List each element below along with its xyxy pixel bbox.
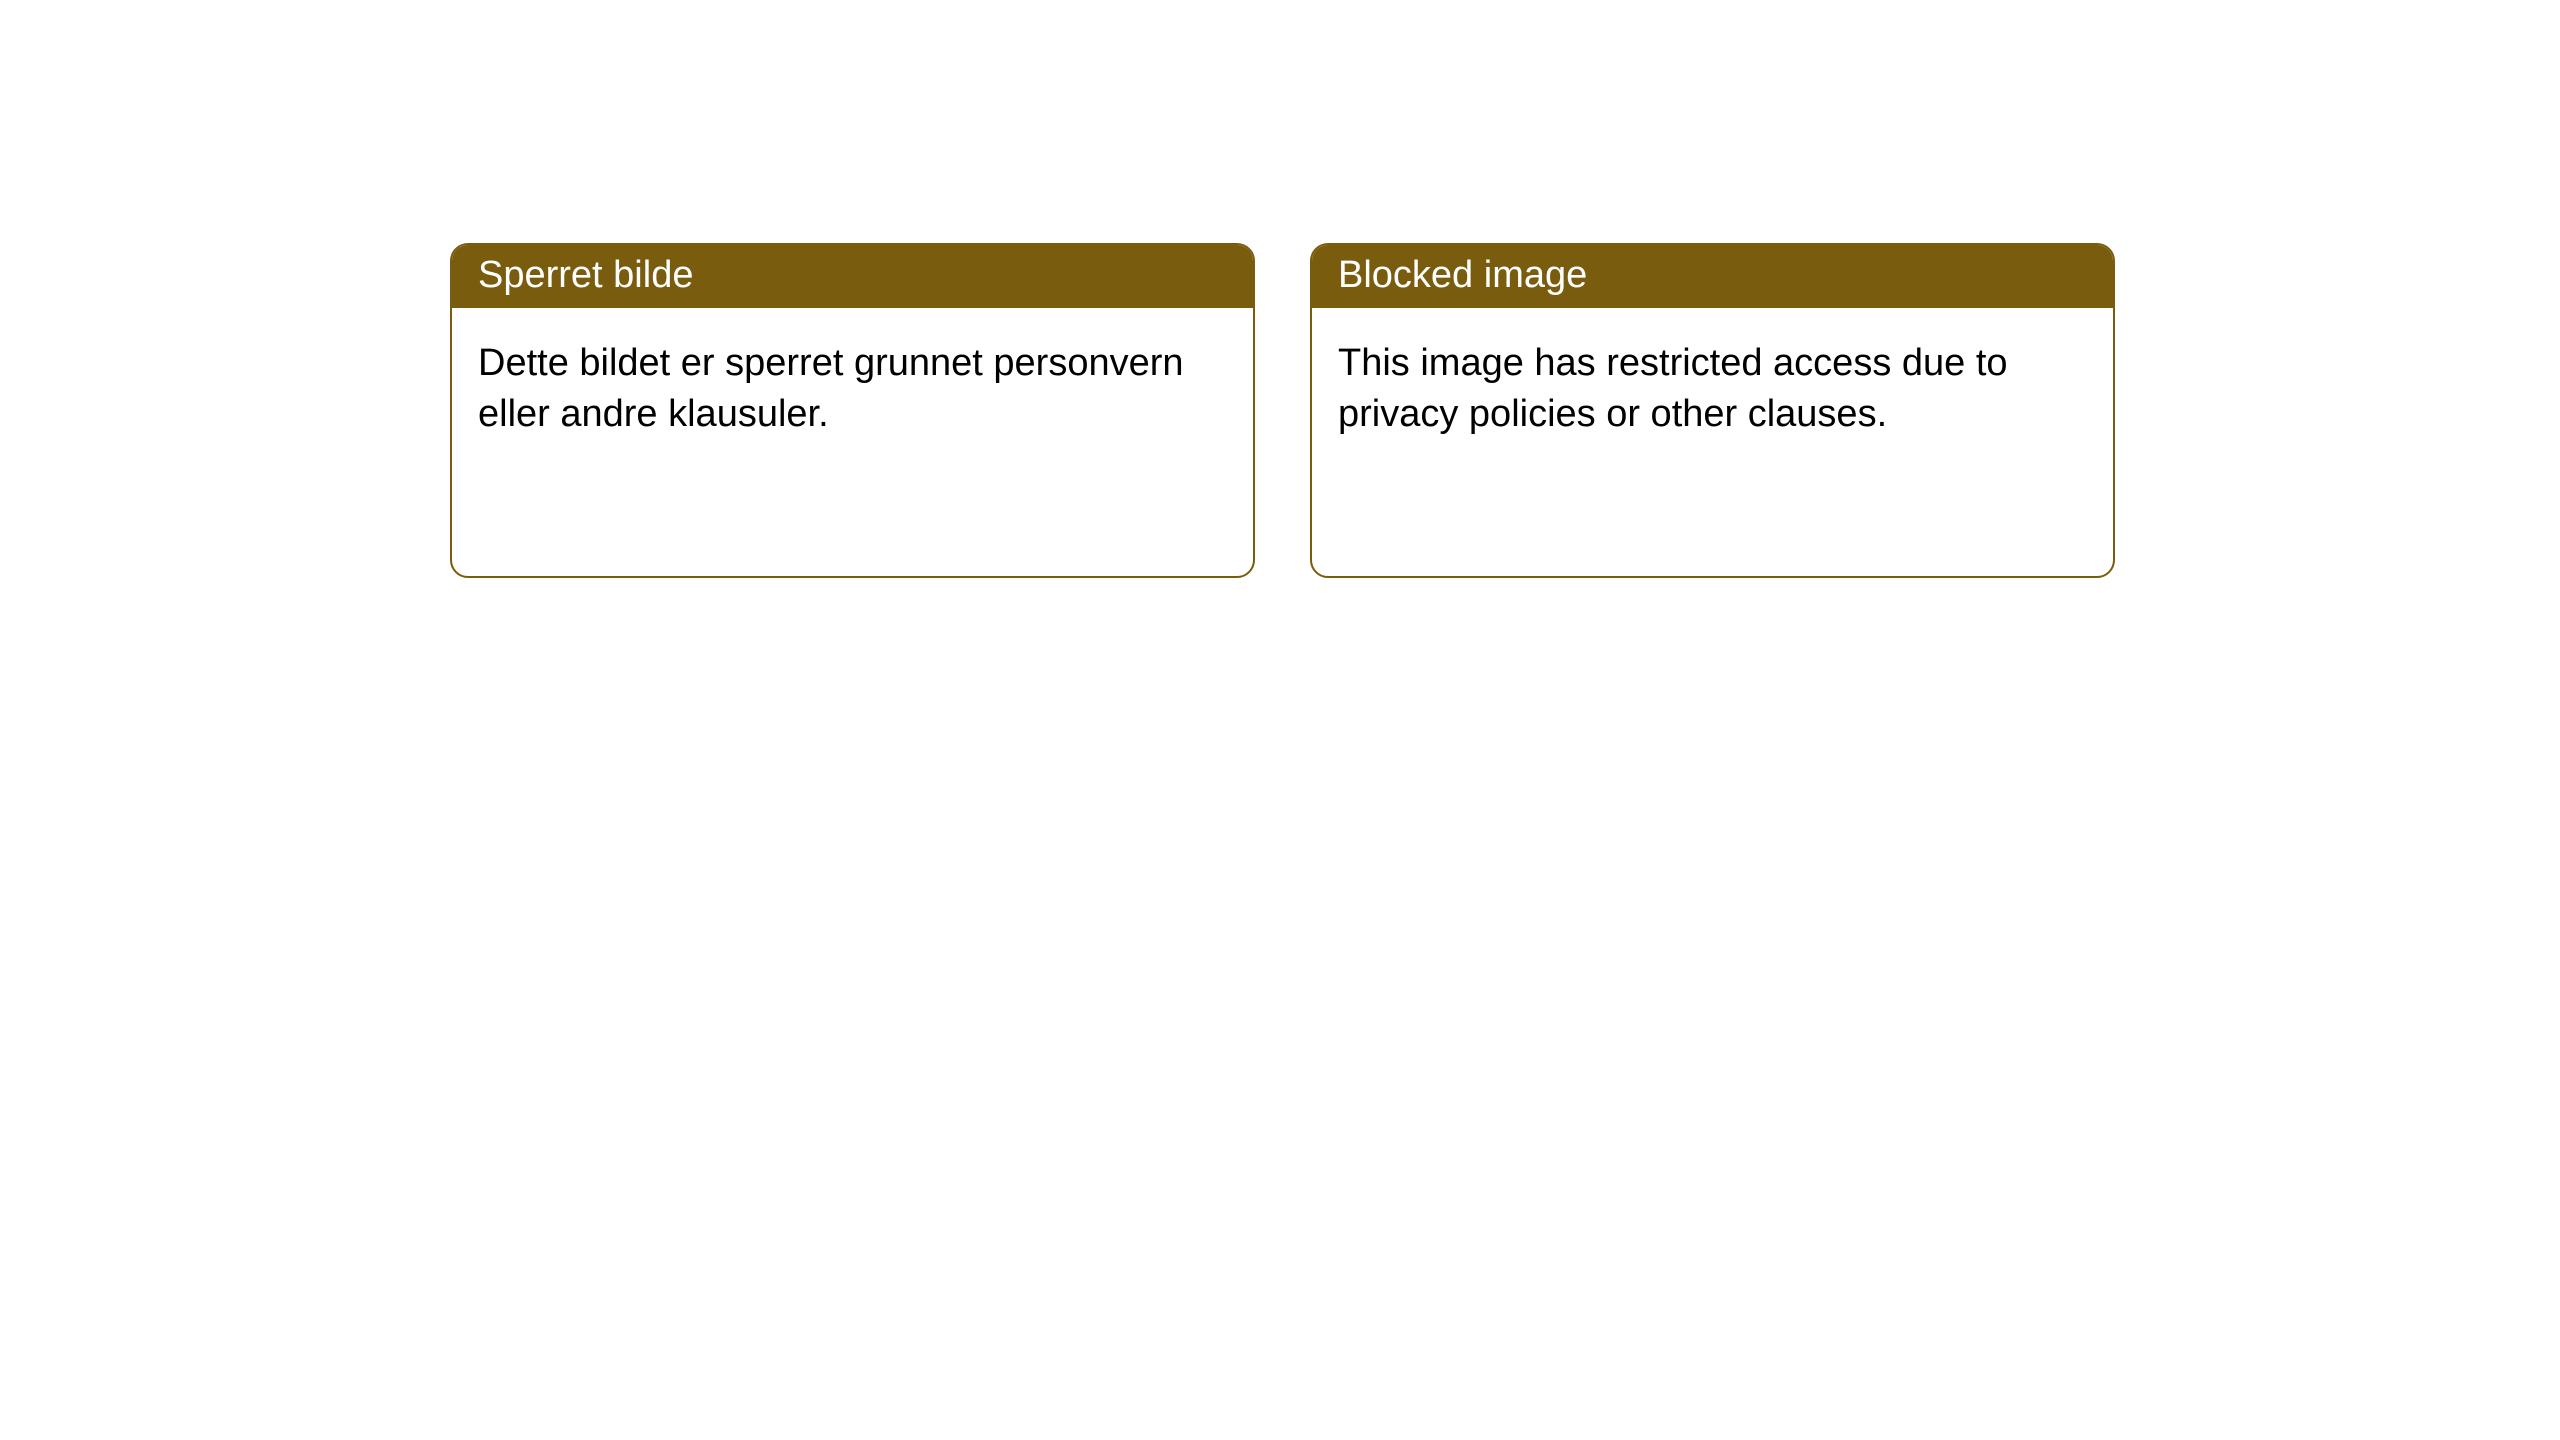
- card-body-text: Dette bildet er sperret grunnet personve…: [478, 342, 1184, 435]
- card-title: Sperret bilde: [478, 254, 693, 296]
- notice-cards-container: Sperret bilde Dette bildet er sperret gr…: [450, 243, 2115, 578]
- card-body: This image has restricted access due to …: [1312, 308, 2113, 471]
- card-header: Sperret bilde: [452, 245, 1253, 308]
- card-header: Blocked image: [1312, 245, 2113, 308]
- notice-card-english: Blocked image This image has restricted …: [1310, 243, 2115, 578]
- card-body: Dette bildet er sperret grunnet personve…: [452, 308, 1253, 471]
- card-title: Blocked image: [1338, 254, 1587, 296]
- notice-card-norwegian: Sperret bilde Dette bildet er sperret gr…: [450, 243, 1255, 578]
- card-body-text: This image has restricted access due to …: [1338, 342, 2008, 435]
